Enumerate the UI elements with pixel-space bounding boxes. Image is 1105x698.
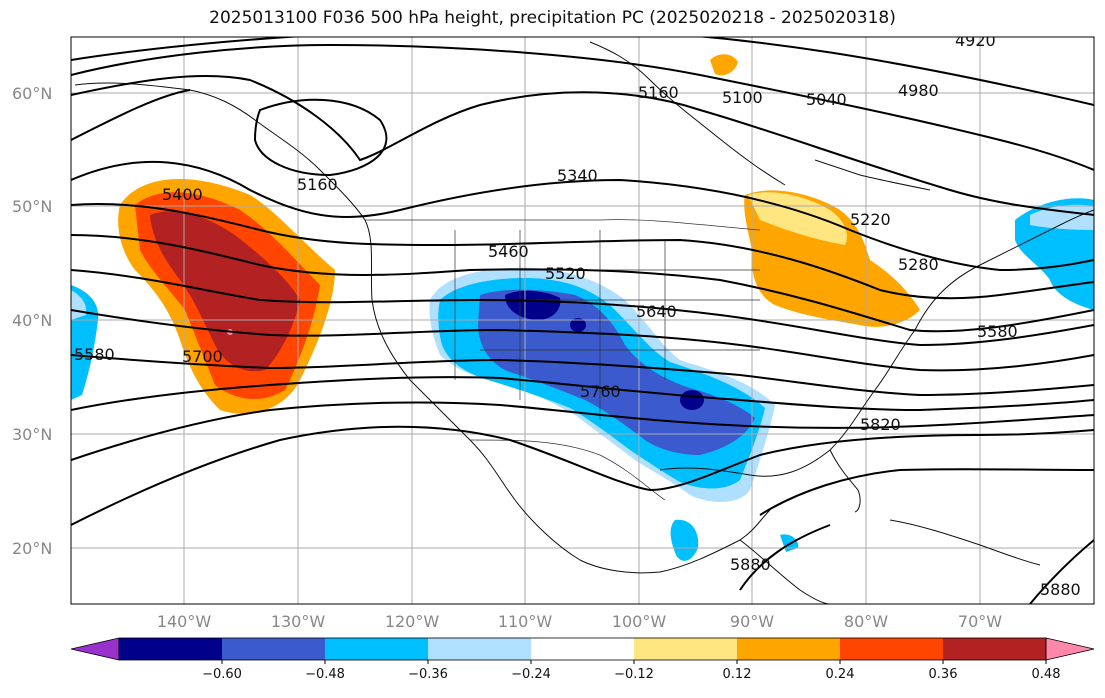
contour-label: 5820 (860, 415, 901, 434)
map-title: 2025013100 F036 500 hPa height, precipit… (209, 8, 896, 28)
colorbar-tick-label: −0.48 (305, 667, 345, 682)
positive-anomaly-great-lakes (710, 54, 920, 327)
lat-label: 50°N (12, 197, 52, 216)
latitude-labels: 60°N 50°N 40°N 30°N 20°N (12, 84, 52, 558)
contour-label: 5340 (557, 166, 598, 185)
contour-label: 5880 (730, 555, 771, 574)
colorbar-tick-label: 0.12 (723, 667, 752, 682)
lat-label: 20°N (12, 539, 52, 558)
height-contours (71, 37, 1094, 604)
colorbar-max-extension (1045, 637, 1095, 661)
colorbar-tick-label: −0.36 (408, 667, 448, 682)
colorbar-segment (531, 638, 634, 660)
lon-label: 90°W (730, 612, 774, 631)
negative-anomaly-east (1015, 198, 1094, 310)
contour-label: 5580 (74, 345, 115, 364)
colorbar-segment (119, 638, 222, 660)
lon-label: 70°W (958, 612, 1002, 631)
colorbar-tick-label: 0.24 (826, 667, 855, 682)
colorbar-segment (840, 638, 943, 660)
lon-label: 130°W (271, 612, 326, 631)
colorbar-tick-label: 0.36 (929, 667, 958, 682)
contour-label: 5580 (977, 322, 1018, 341)
colorbar-segment (222, 638, 325, 660)
colorbar-min-extension (70, 637, 120, 661)
positive-anomaly-west (118, 178, 335, 414)
contour-label: 5520 (545, 264, 586, 283)
lon-label: 80°W (844, 612, 888, 631)
contour-label: 5160 (297, 175, 338, 194)
lat-label: 40°N (12, 311, 52, 330)
colorbar-border (118, 637, 1047, 661)
lon-label: 120°W (385, 612, 440, 631)
contour-label: 5040 (806, 90, 847, 109)
contour-label: 4980 (898, 81, 939, 100)
colorbar-tick-label: 0.48 (1032, 667, 1061, 682)
contour-label: 5160 (638, 83, 679, 102)
colorbar-segment (943, 638, 1046, 660)
contour-label: 5400 (162, 185, 203, 204)
coastlines (74, 41, 1094, 604)
contour-label: 5640 (636, 302, 677, 321)
contour-label: 5220 (850, 210, 891, 229)
contour-labels: 4920 4980 5040 5100 5160 5160 5340 5220 … (74, 31, 1081, 599)
lon-label: 100°W (612, 612, 667, 631)
contour-label: 5760 (580, 382, 621, 401)
longitude-labels: 140°W 130°W 120°W 110°W 100°W 90°W 80°W … (157, 612, 1002, 631)
map-frame (70, 36, 1095, 605)
contour-label: 5700 (182, 347, 223, 366)
colorbar-segment (325, 638, 428, 660)
colorbar-segment (634, 638, 737, 660)
contour-label: 4920 (955, 31, 996, 50)
colorbar-tick-label: −0.24 (511, 667, 551, 682)
colorbar: −0.60 −0.48 −0.36 −0.24 −0.12 0.12 0.24 0.36 0.4… (70, 637, 1095, 682)
contour-label: 5880 (1040, 580, 1081, 599)
colorbar-segment (737, 638, 840, 660)
map-plot-area: 4920 4980 5040 5100 5160 5160 5340 5220 … (71, 31, 1094, 604)
colorbar-tick-label: −0.12 (614, 667, 654, 682)
lon-label: 140°W (157, 612, 212, 631)
lat-label: 60°N (12, 84, 52, 103)
colorbar-tick-label: −0.60 (202, 667, 242, 682)
colorbar-segment (428, 638, 531, 660)
contour-label: 5280 (898, 255, 939, 274)
graticule (71, 37, 1094, 604)
lon-label: 110°W (498, 612, 553, 631)
contour-label: 5100 (722, 88, 763, 107)
contour-label: 5460 (488, 242, 529, 261)
lat-label: 30°N (12, 425, 52, 444)
